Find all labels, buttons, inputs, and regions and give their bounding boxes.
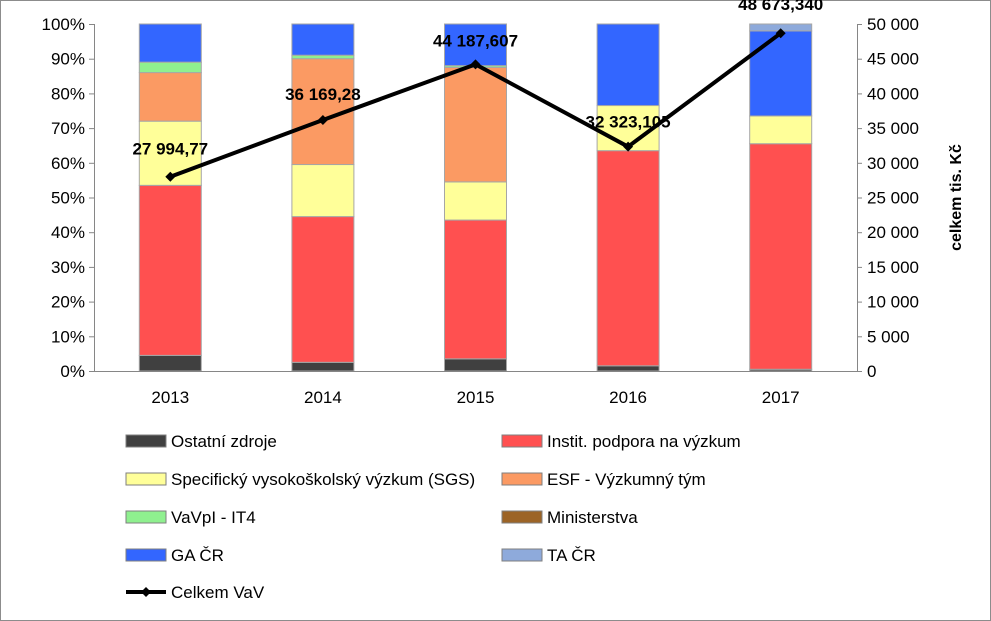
- bar-segment: [291, 23, 355, 56]
- bar-segment: [138, 354, 202, 372]
- bar-segment: [138, 23, 202, 63]
- category-label: 2017: [762, 388, 800, 407]
- total-data-labels: 27 994,77 36 169,28 44 187,607 32 323,105 48…: [132, 0, 823, 159]
- legend-swatch: [501, 434, 543, 448]
- left-tick-label: 100%: [42, 15, 85, 34]
- left-tick-label: 80%: [51, 84, 85, 103]
- left-tick-label: 90%: [51, 50, 85, 69]
- bar-segment: [291, 361, 355, 372]
- bar-segment: [138, 72, 202, 122]
- category-label: 2015: [457, 388, 495, 407]
- legend-label: TA ČR: [547, 546, 596, 565]
- bar-segment: [444, 358, 507, 372]
- bar-segment: [291, 54, 355, 60]
- legend-label: Ostatní zdroje: [171, 432, 277, 451]
- line-marker: [317, 114, 328, 125]
- left-tick-label: 0%: [60, 362, 85, 381]
- legend-label: Specifický vysokoškolský výzkum (SGS): [171, 470, 475, 489]
- right-tick-label: 10 000: [867, 293, 919, 312]
- bar-segment: [444, 66, 507, 183]
- bar-segment: [444, 219, 507, 360]
- legend-label: ESF - Výzkumný tým: [547, 470, 706, 489]
- x-axis-ticks: 2013 2014 2015 2016 2017: [151, 388, 799, 407]
- line-marker: [623, 141, 634, 152]
- right-tick-label: 35 000: [867, 119, 919, 138]
- bar-segment: [291, 164, 355, 218]
- total-data-label: 44 187,607: [433, 31, 518, 50]
- left-axis-ticks: 0% 10% 20% 30% 40% 50% 60% 70% 80% 90% 100%: [42, 15, 94, 381]
- left-tick-label: 60%: [51, 154, 85, 173]
- right-tick-label: 50 000: [867, 15, 919, 34]
- bar-segment: [596, 365, 660, 372]
- legend-swatch: [125, 472, 167, 486]
- bar-segment: [749, 30, 813, 117]
- legend: Ostatní zdroje Instit. podpora na výzkum S…: [125, 432, 741, 602]
- line-marker: [470, 59, 481, 70]
- legend-label: Ministerstva: [547, 508, 638, 527]
- right-tick-label: 25 000: [867, 189, 919, 208]
- right-tick-label: 15 000: [867, 258, 919, 277]
- category-label: 2014: [304, 388, 342, 407]
- bar-segment: [749, 115, 813, 145]
- bar-segment: [138, 184, 202, 356]
- bar-segment: [138, 61, 202, 74]
- category-label: 2013: [151, 388, 189, 407]
- left-tick-label: 40%: [51, 223, 85, 242]
- line-marker: [165, 171, 176, 182]
- right-axis-ticks: 0 5 000 10 000 15 000 20 000 25 000 30 000 35 0…: [857, 15, 919, 381]
- left-tick-label: 30%: [51, 258, 85, 277]
- total-data-label: 32 323,105: [586, 113, 671, 132]
- total-data-label: 27 994,77: [132, 140, 208, 159]
- right-tick-label: 5 000: [867, 327, 910, 346]
- bar-segment: [596, 23, 660, 107]
- category-label: 2016: [609, 388, 647, 407]
- right-tick-label: 45 000: [867, 50, 919, 69]
- bars: [138, 23, 813, 372]
- legend-swatch: [125, 548, 167, 562]
- legend-swatch: [501, 548, 543, 562]
- right-axis-title: celkem tis. Kč: [948, 144, 965, 251]
- left-tick-label: 50%: [51, 189, 85, 208]
- legend-label: Instit. podpora na výzkum: [547, 432, 741, 451]
- bar-segment: [749, 143, 813, 370]
- legend-swatch: [501, 472, 543, 486]
- line-marker: [775, 28, 786, 39]
- bar-segment: [291, 216, 355, 363]
- right-tick-label: 30 000: [867, 154, 919, 173]
- legend-swatch: [125, 510, 167, 524]
- right-tick-label: 20 000: [867, 223, 919, 242]
- total-data-label: 48 673,340: [738, 0, 823, 14]
- total-data-label: 36 169,28: [285, 85, 361, 104]
- bar-segment: [444, 181, 507, 221]
- legend-label: VaVpI - IT4: [171, 508, 256, 527]
- left-tick-label: 70%: [51, 119, 85, 138]
- legend-label: GA ČR: [171, 546, 224, 565]
- right-tick-label: 40 000: [867, 84, 919, 103]
- legend-line-marker: [141, 587, 151, 597]
- right-tick-label: 0: [867, 362, 876, 381]
- left-tick-label: 10%: [51, 327, 85, 346]
- legend-swatch: [501, 510, 543, 524]
- total-line-series: [165, 28, 786, 182]
- bar-segment: [596, 150, 660, 367]
- legend-label: Celkem VaV: [171, 583, 265, 602]
- left-tick-label: 20%: [51, 293, 85, 312]
- legend-swatch: [125, 434, 167, 448]
